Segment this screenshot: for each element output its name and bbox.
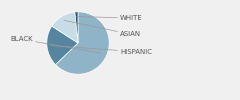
Wedge shape — [47, 26, 78, 65]
Text: HISPANIC: HISPANIC — [52, 46, 152, 55]
Wedge shape — [52, 12, 78, 43]
Wedge shape — [75, 12, 78, 43]
Text: BLACK: BLACK — [10, 36, 102, 53]
Wedge shape — [55, 12, 109, 74]
Text: ASIAN: ASIAN — [64, 20, 141, 37]
Text: WHITE: WHITE — [77, 15, 143, 21]
